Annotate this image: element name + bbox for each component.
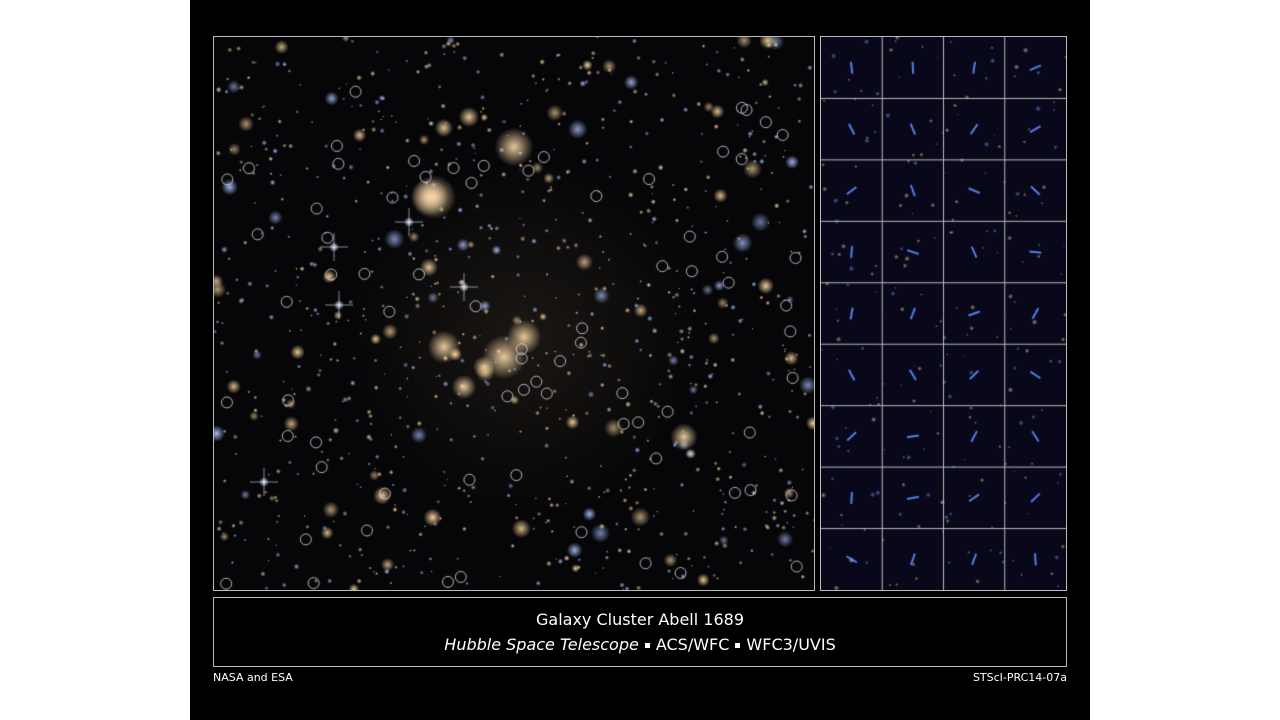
thumbnail-grid [820,36,1067,591]
thumbnail-grid-canvas [821,37,1066,590]
cluster-image [213,36,815,591]
instrument-2: WFC3/UVIS [746,635,836,654]
separator-square [644,643,650,648]
instrument-1: ACS/WFC [655,635,730,654]
telescope-name: Hubble Space Telescope [444,635,639,654]
credit-left: NASA and ESA [213,671,293,684]
galaxy-field-canvas [214,37,814,590]
caption-box: Galaxy Cluster Abell 1689 Hubble Space T… [213,597,1067,667]
credit-right: STScI-PRC14-07a [972,671,1067,684]
caption-subtitle: Hubble Space Telescope ACS/WFC WFC3/UVIS [214,635,1066,654]
separator-square [735,643,741,648]
caption-title: Galaxy Cluster Abell 1689 [536,610,744,629]
